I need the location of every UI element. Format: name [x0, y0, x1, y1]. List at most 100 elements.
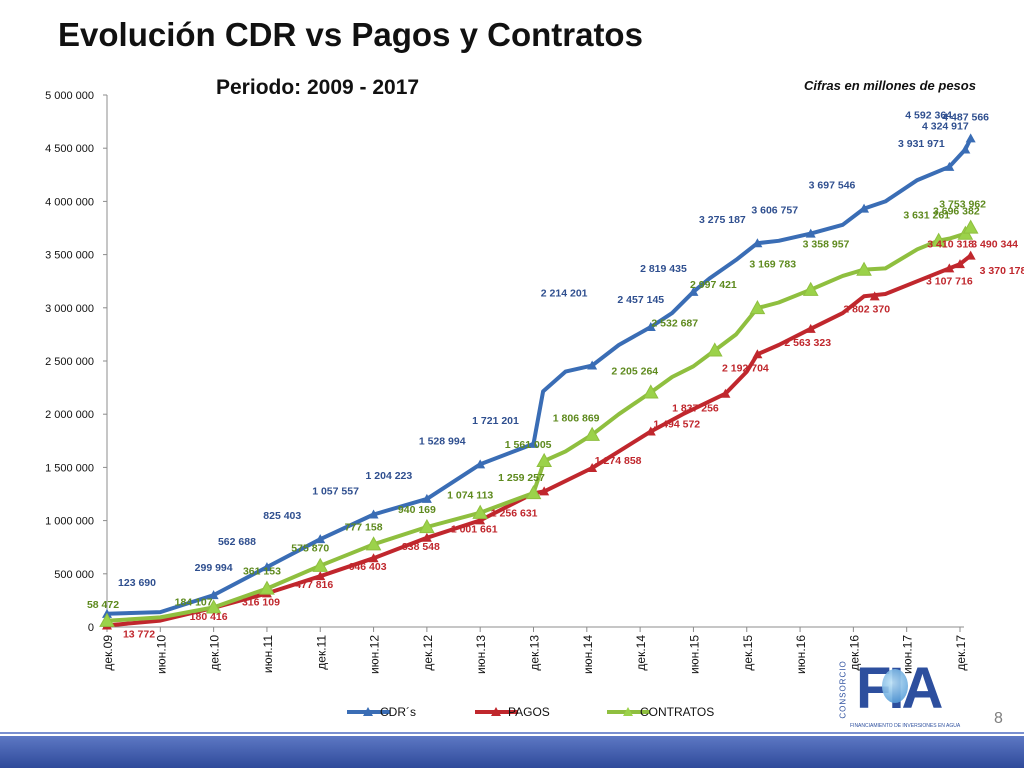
data-label: 3 107 716: [926, 275, 973, 287]
data-marker: [930, 232, 947, 247]
data-marker: [421, 493, 432, 503]
x-tick-label: дек.12: [421, 635, 435, 671]
data-marker: [368, 553, 379, 563]
data-label: 3 931 971: [898, 138, 945, 150]
data-marker: [539, 486, 550, 496]
data-label: 2 532 687: [651, 317, 698, 329]
logo-subtext: FINANCIAMIENTO DE INVERSIONES EN AGUA: [850, 723, 961, 729]
data-label: 1 001 661: [451, 523, 498, 535]
data-marker: [752, 238, 763, 248]
footer-bar: [0, 736, 1024, 768]
data-label: 1 057 557: [312, 485, 359, 497]
data-marker: [869, 291, 880, 301]
cdr-series-line: [106, 137, 973, 616]
x-tick-label: дек.10: [208, 635, 222, 671]
y-tick-label: 500 000: [54, 569, 94, 581]
data-marker: [259, 580, 275, 595]
data-label: 838 548: [402, 541, 440, 553]
footer-divider: [0, 732, 1024, 734]
legend-marker: [363, 707, 373, 716]
data-label: 2 192 704: [722, 362, 769, 374]
data-label: 646 403: [349, 561, 387, 573]
data-label: 299 994: [195, 562, 233, 574]
data-label: 180 416: [190, 611, 228, 623]
data-marker: [99, 612, 115, 627]
data-marker: [587, 462, 598, 472]
x-tick-label: июн.12: [368, 635, 382, 674]
fia-logo: CONSORCIO FIA FINANCIAMIENTO DE INVERSIO…: [832, 655, 961, 735]
data-marker: [962, 219, 979, 234]
data-label: 1 721 201: [472, 415, 519, 427]
data-marker: [525, 484, 542, 500]
data-label: 1 204 223: [366, 470, 413, 482]
data-label: 940 169: [398, 504, 436, 516]
data-label: 2 205 264: [611, 365, 658, 377]
data-marker: [475, 515, 486, 525]
data-label: 3 606 757: [751, 205, 798, 217]
data-label: 3 697 546: [809, 180, 856, 192]
data-label: 123 690: [118, 577, 156, 589]
data-label: 1 561 005: [505, 439, 552, 451]
data-marker: [856, 261, 872, 276]
data-marker: [688, 286, 699, 296]
x-tick-label: дек.16: [847, 635, 861, 671]
x-tick-label: июн.14: [581, 635, 595, 674]
data-marker: [528, 438, 539, 448]
x-tick-label: дек.15: [741, 635, 755, 671]
slide-title: Evolución CDR vs Pagos y Contratos: [58, 16, 643, 53]
data-marker: [752, 349, 763, 359]
data-label: 2 563 323: [784, 337, 831, 349]
y-tick-label: 1 500 000: [45, 462, 94, 474]
pagos-series-line: [106, 254, 972, 628]
data-label: 3 410 318: [927, 239, 974, 251]
data-label: 1 806 869: [553, 413, 600, 425]
y-tick-label: 4 500 000: [45, 143, 94, 155]
water-drop-icon: [882, 669, 908, 703]
data-label: 3 631 261: [903, 210, 950, 222]
line-chart: 0 500 000 1 000 000 1 500 000 2 000 000 2 500…: [45, 90, 1024, 719]
period-subtitle: Periodo: 2009 - 2017: [216, 76, 420, 99]
x-tick-label: июн.13: [474, 635, 488, 674]
y-tick-label: 1 000 000: [45, 516, 94, 528]
data-label: 777 158: [345, 521, 383, 533]
data-marker: [859, 203, 870, 213]
legend-marker: [623, 707, 633, 716]
data-marker: [802, 281, 819, 296]
legend-label: CONTRATOS: [640, 705, 714, 719]
data-label: 1 837 256: [672, 403, 719, 415]
data-marker: [419, 518, 435, 534]
x-tick-label: июн.15: [687, 635, 701, 674]
x-tick-label: июн.17: [901, 635, 915, 674]
data-marker: [749, 300, 766, 315]
page-number: 8: [994, 710, 1003, 727]
x-tick-label: дек.11: [314, 635, 328, 670]
data-marker: [421, 532, 432, 542]
data-label: 1 259 257: [498, 472, 545, 484]
data-marker: [312, 557, 329, 572]
data-marker: [645, 322, 656, 332]
data-marker: [805, 323, 816, 333]
x-tick-label: июн.11: [261, 635, 275, 673]
data-marker: [365, 536, 382, 551]
data-marker: [955, 259, 965, 269]
x-tick-label: июн.10: [154, 635, 168, 674]
data-label: 3 358 957: [803, 239, 850, 251]
data-label: 2 457 145: [617, 294, 664, 306]
x-tick-label: дек.09: [101, 635, 115, 671]
data-marker: [315, 571, 326, 581]
y-tick-label: 3 500 000: [45, 250, 94, 262]
data-label: 3 275 187: [699, 214, 746, 226]
data-label: 1 074 113: [447, 490, 493, 502]
legend-label: CDR´s: [380, 705, 416, 719]
logo-side-text: CONSORCIO: [838, 660, 848, 719]
data-marker: [475, 459, 486, 469]
y-tick-label: 0: [88, 622, 94, 634]
data-marker: [472, 504, 489, 519]
data-marker: [587, 360, 598, 370]
data-label: 184 107: [175, 596, 213, 608]
data-label: 13 772: [123, 629, 155, 641]
data-marker: [965, 133, 976, 143]
data-marker: [584, 426, 600, 441]
data-marker: [205, 599, 222, 614]
y-tick-label: 2 000 000: [45, 409, 94, 421]
